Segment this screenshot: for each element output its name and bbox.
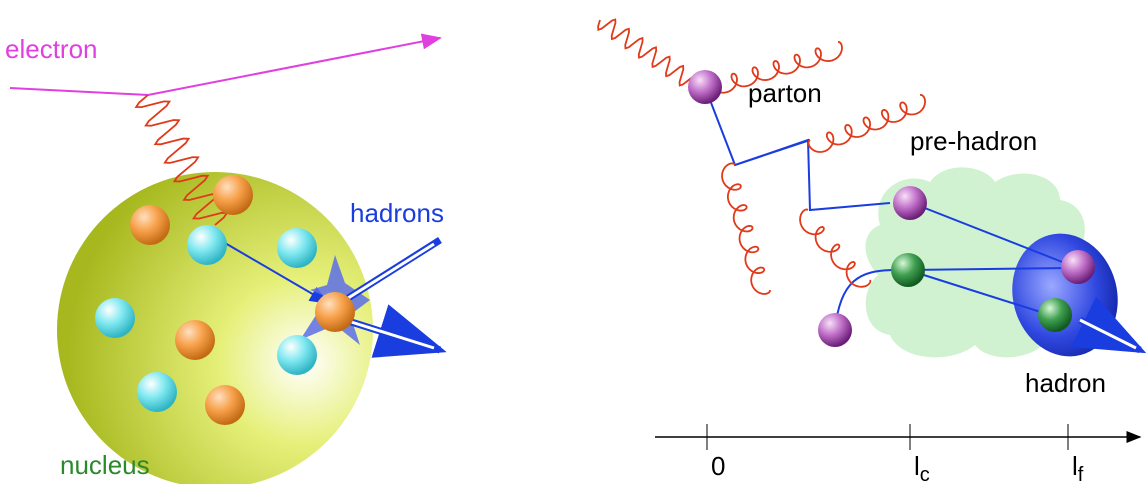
parton-line [911, 202, 1071, 266]
particle [277, 228, 317, 268]
axis-label-sub: f [1078, 464, 1084, 484]
particle [213, 175, 253, 215]
gluon [799, 208, 872, 288]
hadron-out-core [1079, 318, 1137, 350]
particle [130, 205, 170, 245]
hadrons-label: hadrons [350, 198, 444, 228]
illustration [9, 33, 1147, 484]
particle [205, 385, 245, 425]
axis-label-sub: c [920, 464, 930, 484]
axis-label-main: l [914, 451, 920, 481]
electron-label: electron [5, 34, 98, 64]
particle [95, 298, 135, 338]
particle [893, 186, 927, 220]
axis-label: lc [914, 451, 930, 484]
particle [1061, 250, 1095, 284]
parton-label: parton [748, 78, 822, 108]
axis-label-main: l [1072, 451, 1078, 481]
gluon [807, 93, 927, 153]
particle [818, 313, 852, 347]
particle [891, 253, 925, 287]
axis-label-main: 0 [711, 451, 725, 481]
particle [187, 225, 227, 265]
parton-lines [704, 86, 1071, 331]
particle [688, 70, 722, 104]
generated-shapes [95, 18, 1095, 425]
particle [315, 292, 355, 332]
pre-hadron-label: pre-hadron [910, 126, 1037, 156]
gluon [709, 41, 843, 94]
particle [1038, 298, 1072, 332]
gluon [721, 162, 771, 295]
axis-label: 0 [711, 451, 725, 481]
axis-label: lf [1072, 451, 1084, 484]
particle [277, 335, 317, 375]
nucleus-label: nucleus [60, 450, 150, 480]
photon [597, 18, 698, 87]
particle [137, 372, 177, 412]
hadron-label: hadron [1025, 368, 1106, 398]
hadron-path [224, 242, 330, 305]
particle [175, 320, 215, 360]
hadron-arrow-core [344, 242, 435, 350]
axis-labels: 0 lc lf [711, 451, 1084, 484]
